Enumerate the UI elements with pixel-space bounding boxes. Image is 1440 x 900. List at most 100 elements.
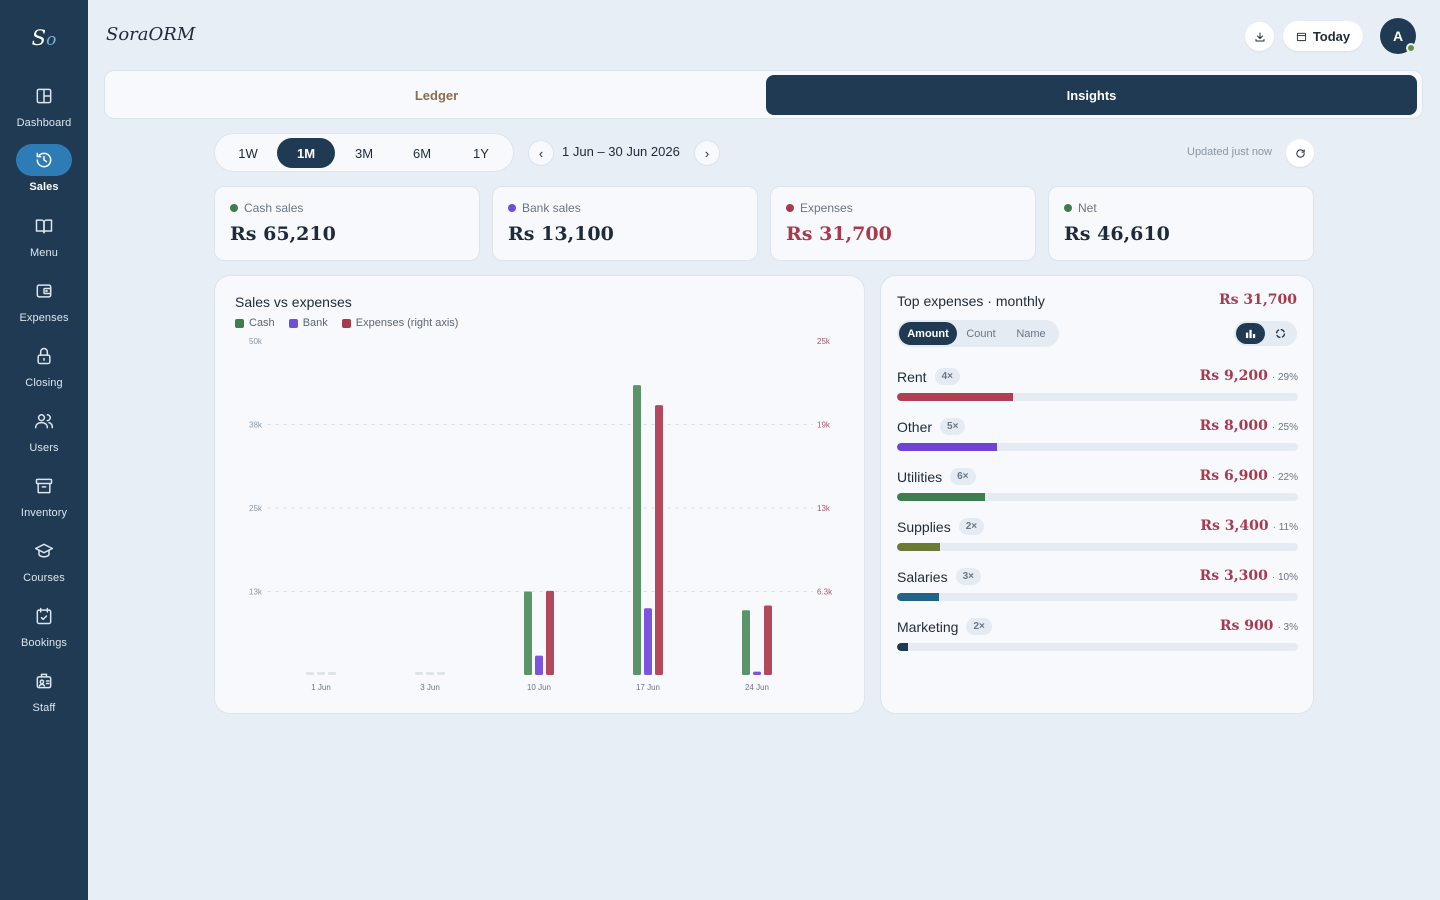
bar-cash	[524, 591, 532, 675]
sidebar-item-expenses[interactable]: Expenses	[0, 275, 88, 335]
bar-expenses-empty	[328, 672, 336, 675]
bar-cash-empty	[306, 672, 314, 675]
sidebar-item-bookings[interactable]: Bookings	[0, 600, 88, 660]
net-dot	[1064, 204, 1072, 212]
users-icon	[16, 405, 72, 437]
history-icon	[16, 144, 72, 176]
stat-card-net: Net Rs 46,610	[1048, 186, 1314, 261]
expenses-dot	[786, 204, 794, 212]
right-axis-tick-label: 13k	[817, 504, 831, 513]
sidebar-item-label: Dashboard	[16, 117, 72, 129]
period-3m[interactable]: 3M	[354, 145, 374, 161]
expense-percent: · 25%	[1271, 422, 1298, 433]
refresh-button[interactable]	[1286, 139, 1314, 167]
expense-amount-value: Rs 9,200	[1199, 368, 1268, 384]
brand-title: SoraORM	[106, 24, 196, 45]
legend-item-cash: Cash	[235, 317, 275, 329]
period-selector: 1W 1M 3M 6M 1Y	[214, 133, 514, 172]
sales-vs-expenses-panel: 50k 38k 25k 13k 25k 19k 13k 6.3k 1 Jun 3 Jun 10 Ju…	[214, 275, 865, 714]
sidebar-item-staff[interactable]: Staff	[0, 665, 88, 725]
expense-amount: Rs 3,300 · 10%	[1200, 568, 1298, 584]
bar-view-button[interactable]	[1236, 323, 1265, 344]
sidebar-item-users[interactable]: Users	[0, 405, 88, 465]
logo[interactable]: So	[0, 26, 88, 50]
left-axis-tick-label: 25k	[249, 504, 263, 513]
expense-percent: · 11%	[1272, 522, 1298, 533]
left-axis-tick-label: 38k	[249, 421, 263, 430]
expense-percent: · 10%	[1271, 572, 1298, 583]
period-1w[interactable]: 1W	[238, 145, 258, 161]
expense-bar-track	[897, 593, 1298, 601]
sort-name[interactable]: Name	[1016, 327, 1046, 340]
expense-bar-fill	[897, 493, 986, 501]
period-1m[interactable]: 1M	[277, 138, 335, 168]
expense-amount-value: Rs 8,000	[1199, 418, 1268, 434]
expense-row[interactable]: Marketing 2× Rs 900 · 3%	[897, 618, 1298, 658]
sidebar-item-dashboard[interactable]: Dashboard	[0, 80, 88, 140]
right-axis-tick-label: 19k	[817, 421, 831, 430]
stat-label-text: Bank sales	[522, 201, 581, 215]
stat-value: Rs 46,610	[1064, 223, 1170, 245]
donut-view-button[interactable]	[1266, 323, 1295, 344]
expense-bar-track	[897, 643, 1298, 651]
date-range: 1 Jun – 30 Jun 2026	[562, 144, 680, 159]
stat-label-text: Net	[1078, 201, 1097, 215]
book-icon	[16, 210, 72, 242]
expense-bar-fill	[897, 393, 1014, 401]
stat-value: Rs 31,700	[786, 223, 892, 245]
expense-amount-value: Rs 3,400	[1200, 518, 1269, 534]
avatar[interactable]: A	[1380, 18, 1416, 54]
id-badge-icon	[16, 665, 72, 697]
period-1y[interactable]: 1Y	[473, 145, 489, 161]
expense-row[interactable]: Other 5× Rs 8,000 · 25%	[897, 418, 1298, 458]
expense-count-badge: 3×	[955, 568, 981, 585]
expense-row[interactable]: Utilities 6× Rs 6,900 · 22%	[897, 468, 1298, 508]
period-6m[interactable]: 6M	[412, 145, 432, 161]
expense-row[interactable]: Supplies 2× Rs 3,400 · 11%	[897, 518, 1298, 558]
expense-bar-fill	[897, 543, 940, 551]
online-status-dot	[1406, 43, 1416, 53]
expense-amount-value: Rs 6,900	[1199, 468, 1268, 484]
tab-ledger[interactable]: Ledger	[414, 87, 459, 103]
bar-chart-icon	[1245, 329, 1256, 339]
chart-title: Sales vs expenses	[235, 294, 352, 310]
bar-expenses	[655, 405, 663, 675]
expense-percent: · 22%	[1271, 472, 1298, 483]
left-axis-tick-label: 50k	[249, 337, 263, 346]
sidebar-item-inventory[interactable]: Inventory	[0, 470, 88, 530]
next-range-button[interactable]: ›	[694, 140, 720, 166]
previous-range-button[interactable]: ‹	[528, 140, 554, 166]
sort-amount[interactable]: Amount	[899, 322, 957, 345]
avatar-initial: A	[1392, 28, 1404, 44]
bar-cash	[633, 385, 641, 675]
expense-bar-track	[897, 493, 1298, 501]
legend-swatch	[288, 318, 298, 328]
expense-amount: Rs 9,200 · 29%	[1200, 368, 1298, 384]
sort-count[interactable]: Count	[966, 327, 996, 340]
expense-row[interactable]: Salaries 3× Rs 3,300 · 10%	[897, 568, 1298, 608]
sidebar: So Dashboard Sales Menu Expenses Closing…	[0, 0, 88, 900]
sidebar-item-closing[interactable]: Closing	[0, 340, 88, 400]
today-button[interactable]: Today	[1283, 21, 1363, 51]
expense-name: Salaries 3×	[897, 568, 981, 585]
stat-label: Cash sales	[230, 201, 303, 215]
view-toggle	[1234, 321, 1297, 346]
bar-cash-empty	[415, 672, 423, 675]
legend-item-bank: Bank	[288, 317, 328, 329]
chart-legend: Cash Bank Expenses (right axis)	[235, 317, 458, 329]
download-button[interactable]	[1245, 22, 1274, 51]
tab-insights[interactable]: Insights	[766, 75, 1417, 115]
expense-row[interactable]: Rent 4× Rs 9,200 · 29%	[897, 368, 1298, 408]
dashboard-icon	[16, 80, 72, 112]
sidebar-item-label: Bookings	[20, 637, 68, 649]
sidebar-item-menu[interactable]: Menu	[0, 210, 88, 270]
right-axis-tick-label: 6.3k	[817, 588, 833, 597]
expense-amount-value: Rs 900	[1219, 618, 1274, 634]
sidebar-item-courses[interactable]: Courses	[0, 535, 88, 595]
sidebar-item-sales[interactable]: Sales	[0, 144, 88, 204]
expense-bar-track	[897, 543, 1298, 551]
lock-icon	[16, 340, 72, 372]
stat-label: Expenses	[786, 201, 853, 215]
download-icon	[1255, 32, 1264, 41]
top-expenses-panel: Top expenses · monthly Rs 31,700 Amount …	[880, 275, 1314, 714]
